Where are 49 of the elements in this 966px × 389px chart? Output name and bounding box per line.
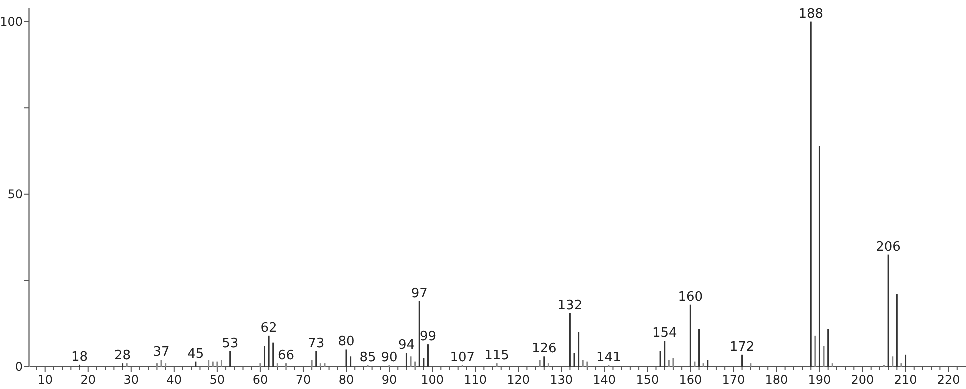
x-tick-label: 90 — [382, 373, 398, 387]
x-tick-label: 120 — [507, 373, 530, 387]
x-tick-label: 140 — [593, 373, 616, 387]
x-tick-label: 210 — [894, 373, 918, 387]
x-tick-label: 200 — [851, 373, 874, 387]
annotation: 160 — [678, 290, 704, 305]
annotation: 188 — [798, 6, 824, 22]
annotation: 45 — [188, 346, 204, 362]
x-tick-label: 170 — [722, 373, 746, 387]
annotation: 80 — [338, 334, 355, 350]
annotation: 53 — [222, 336, 239, 352]
annotation: 28 — [114, 348, 132, 364]
annotation: 154 — [652, 326, 678, 342]
annotation: 85 — [360, 350, 376, 366]
annotation: 172 — [730, 340, 755, 355]
x-tick-label: 190 — [808, 373, 832, 387]
annotation: 18 — [71, 350, 88, 365]
x-tick-label: 80 — [338, 373, 354, 387]
annotation: 141 — [596, 350, 622, 366]
x-tick-label: 180 — [765, 373, 788, 387]
x-tick-label: 160 — [679, 373, 702, 387]
annotation: 97 — [411, 286, 428, 302]
annotation: 94 — [398, 338, 415, 354]
x-tick-label: 20 — [80, 373, 96, 387]
annotation: 62 — [260, 320, 278, 336]
x-tick-label: 130 — [550, 373, 574, 387]
x-tick-label: 110 — [464, 373, 488, 387]
x-tick-label: 100 — [421, 373, 444, 387]
y-tick-label: 50 — [8, 187, 23, 202]
x-tick-label: 40 — [166, 373, 182, 387]
x-tick-label: 60 — [252, 373, 268, 387]
x-tick-label: 150 — [636, 373, 660, 387]
x-tick-label: 220 — [937, 373, 960, 387]
y-tick-label: 100 — [0, 14, 23, 29]
y-tick-label: 0 — [15, 360, 23, 374]
annotation: 37 — [153, 345, 170, 360]
annotation: 99 — [420, 330, 437, 345]
annotation: 132 — [558, 298, 583, 314]
x-tick-label: 70 — [296, 373, 312, 387]
x-tick-label: 30 — [124, 373, 140, 387]
annotation: 107 — [450, 350, 476, 366]
x-tick-label: 50 — [210, 373, 226, 387]
annotation: 90 — [381, 350, 398, 366]
annotation: 206 — [876, 240, 901, 255]
annotation: 66 — [278, 348, 295, 364]
annotation: 126 — [532, 342, 557, 357]
annotation: 73 — [308, 336, 325, 352]
x-tick-label: 10 — [38, 373, 53, 387]
annotation: 115 — [484, 348, 510, 364]
